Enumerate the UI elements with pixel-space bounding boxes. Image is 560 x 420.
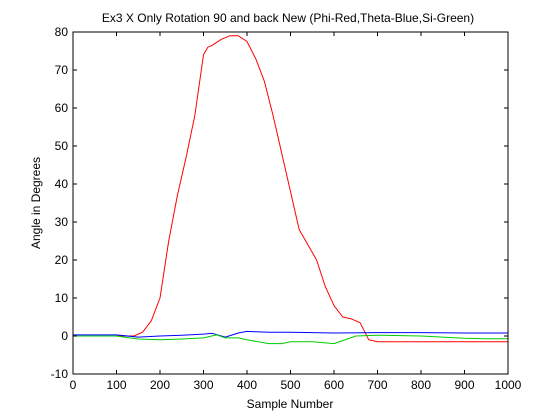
y-tick-label: 70 — [55, 63, 69, 77]
series-layer — [73, 35, 508, 345]
y-tick-label: 30 — [55, 215, 69, 229]
phi-series-line — [73, 35, 508, 343]
x-tick-label: 600 — [324, 378, 344, 392]
y-tick-label: 60 — [55, 101, 69, 115]
y-tick-label: 0 — [61, 329, 68, 343]
y-tick-label: 20 — [55, 253, 69, 267]
y-tick-label: 10 — [55, 291, 69, 305]
x-tick-label: 300 — [193, 378, 213, 392]
ticks-layer: 0 100 200 300 400 500 600 700 800 900 1000-1001020… — [51, 25, 522, 392]
x-tick-label: 0 — [70, 378, 77, 392]
x-tick-label: 800 — [411, 378, 431, 392]
x-tick-label: 400 — [237, 378, 257, 392]
y-tick-label: -10 — [51, 367, 69, 381]
theta-series-line — [73, 330, 508, 338]
x-tick-label: 1000 — [495, 378, 522, 392]
y-axis-label: Angle in Degrees — [29, 157, 43, 249]
chart-title: Ex3 X Only Rotation 90 and back New (Phi… — [102, 11, 474, 25]
y-tick-label: 80 — [55, 25, 69, 39]
y-tick-label: 50 — [55, 139, 69, 153]
x-tick-label: 100 — [106, 378, 126, 392]
x-tick-label: 500 — [280, 378, 300, 392]
x-tick-label: 700 — [367, 378, 387, 392]
si-series-line — [73, 334, 508, 345]
x-tick-label: 900 — [454, 378, 474, 392]
y-tick-label: 40 — [55, 177, 69, 191]
x-tick-label: 200 — [150, 378, 170, 392]
x-axis-label: Sample Number — [247, 397, 334, 411]
